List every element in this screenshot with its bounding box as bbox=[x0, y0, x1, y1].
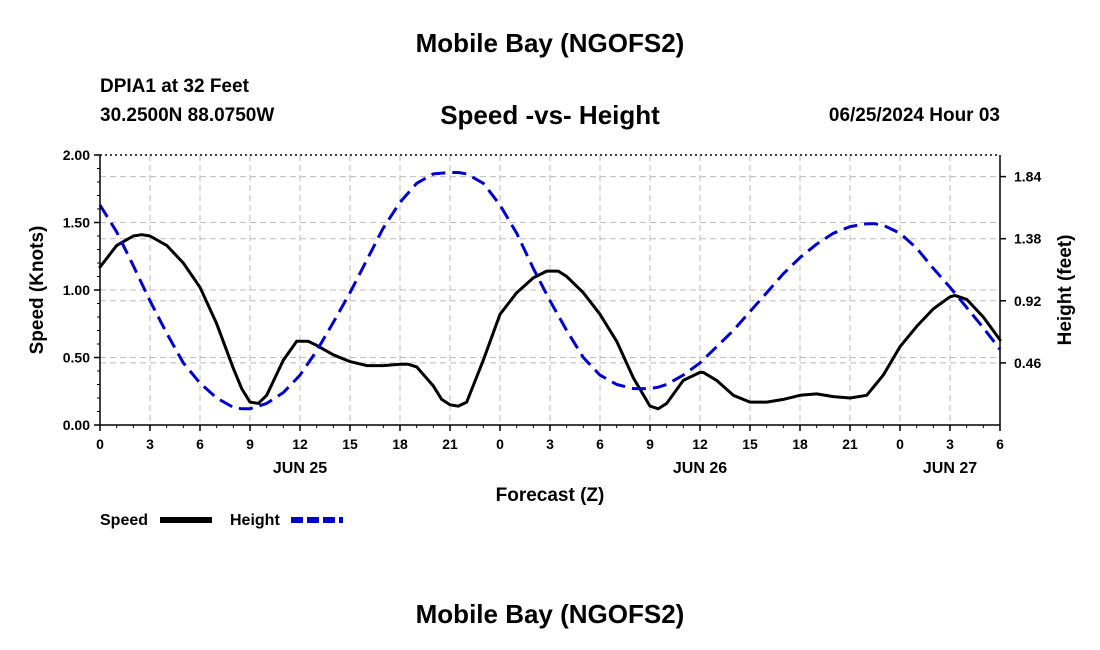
y-tick-label: 2.00 bbox=[63, 147, 90, 163]
x-tick-label: 9 bbox=[246, 436, 254, 452]
x-tick-label: 15 bbox=[342, 436, 358, 452]
x-tick-label: 9 bbox=[646, 436, 654, 452]
station-label: DPIA1 at 32 Feet bbox=[100, 76, 249, 97]
y2-tick-label: 1.84 bbox=[1014, 169, 1041, 185]
x-tick-label: 6 bbox=[996, 436, 1004, 452]
x-tick-label: 21 bbox=[442, 436, 458, 452]
y-tick-label: 0.00 bbox=[63, 417, 90, 433]
footer-title: Mobile Bay (NGOFS2) bbox=[415, 599, 685, 629]
x-tick-label: 3 bbox=[946, 436, 954, 452]
x-tick-label: 12 bbox=[292, 436, 308, 452]
x-axis-title: Forecast (Z) bbox=[496, 485, 605, 506]
height-series-line bbox=[98, 171, 1002, 411]
x-tick-label: 3 bbox=[146, 436, 154, 452]
y-tick-label: 1.00 bbox=[63, 282, 90, 298]
legend-label-height: Height bbox=[230, 512, 280, 529]
legend-label-speed: Speed bbox=[100, 512, 148, 529]
y-axis-title: Speed (Knots) bbox=[27, 226, 48, 355]
x-tick-label: 0 bbox=[96, 436, 104, 452]
tick-labels: 0 3 6 9 12 15 18 21 0 3 6 9 12 15 18 21 0 3 6 0.00 0.50 1.00 1… bbox=[27, 147, 1076, 506]
page-title: Mobile Bay (NGOFS2) bbox=[415, 28, 685, 58]
series-lines bbox=[98, 171, 1002, 411]
y2-tick-label: 0.92 bbox=[1014, 293, 1041, 309]
x-tick-label: 12 bbox=[692, 436, 708, 452]
forecast-datetime: 06/25/2024 Hour 03 bbox=[828, 105, 1000, 126]
y2-tick-label: 0.46 bbox=[1014, 355, 1041, 371]
x-tick-label: 15 bbox=[742, 436, 758, 452]
x-tick-label: 18 bbox=[792, 436, 808, 452]
speed-series-line bbox=[98, 233, 1002, 411]
day-label: JUN 27 bbox=[923, 460, 977, 477]
y-tick-label: 1.50 bbox=[63, 215, 90, 231]
tick-marks bbox=[94, 154, 1006, 431]
x-tick-label: 6 bbox=[196, 436, 204, 452]
x-tick-label: 21 bbox=[842, 436, 858, 452]
x-tick-label: 18 bbox=[392, 436, 408, 452]
y2-tick-label: 1.38 bbox=[1014, 231, 1041, 247]
x-tick-label: 0 bbox=[896, 436, 904, 452]
x-tick-label: 0 bbox=[496, 436, 504, 452]
y2-axis-title: Height (feet) bbox=[1055, 235, 1076, 346]
coordinates-label: 30.2500N 88.0750W bbox=[100, 105, 275, 126]
y-tick-label: 0.50 bbox=[63, 350, 90, 366]
day-label: JUN 26 bbox=[673, 460, 727, 477]
x-tick-label: 3 bbox=[546, 436, 554, 452]
grid-lines bbox=[100, 155, 1000, 425]
legend: Speed Height bbox=[100, 512, 343, 529]
chart-subtitle: Speed -vs- Height bbox=[440, 100, 660, 130]
day-label: JUN 25 bbox=[273, 460, 327, 477]
x-tick-label: 6 bbox=[596, 436, 604, 452]
